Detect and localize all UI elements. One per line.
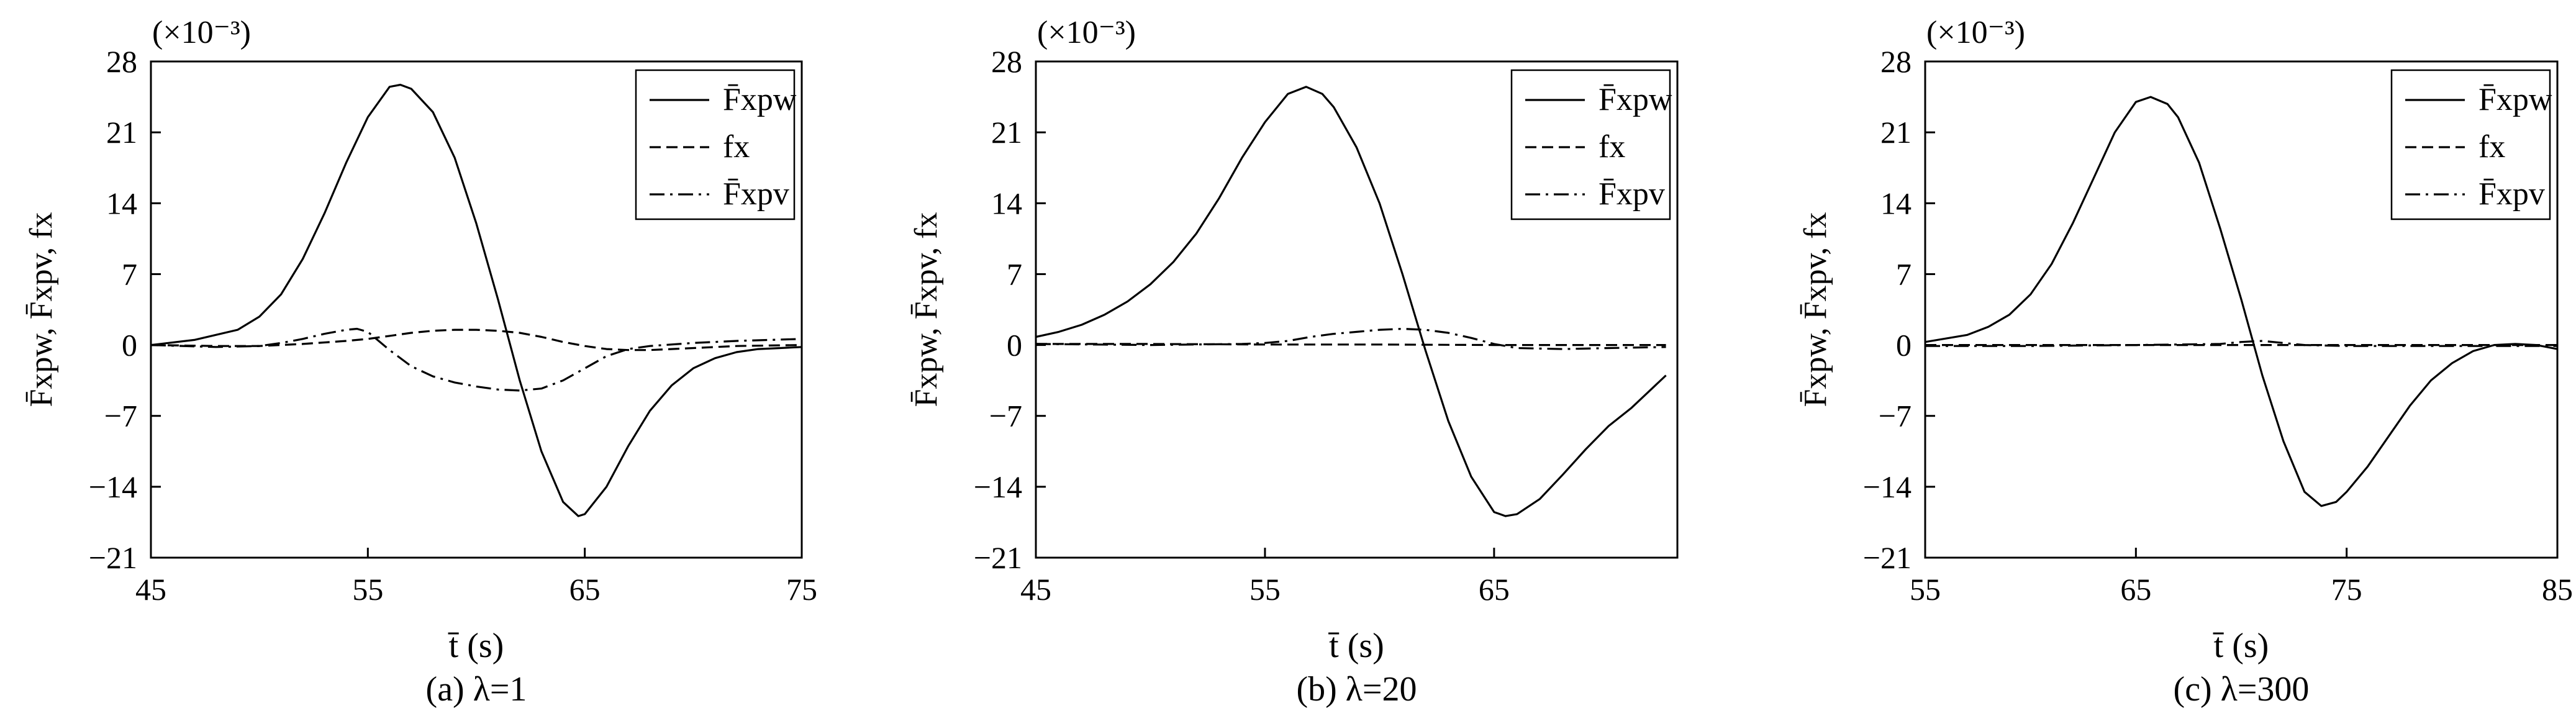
panel-caption: (a) λ=1 [426, 670, 527, 709]
y-tick-label: 14 [1880, 186, 1912, 220]
x-tick-label: 65 [1479, 572, 1510, 607]
plot-frame [1924, 60, 2559, 559]
legend: F̄xpw fx F̄xpv [635, 69, 797, 220]
x-tick-label: 45 [135, 572, 166, 607]
x-axis-label: t̄ (s) [2213, 627, 2269, 665]
legend-label-3: F̄xpv [2478, 176, 2545, 212]
y-tick-label: −7 [1879, 399, 1912, 433]
series-line-2 [151, 329, 802, 351]
y-axis-label: F̄xpw, F̄xpv, fx [24, 212, 59, 407]
y-tick-label: 21 [1880, 115, 1912, 150]
series-line-3 [1036, 327, 1666, 350]
series-line-2 [1036, 343, 1666, 347]
y-tick-label: −7 [104, 399, 137, 433]
legend-label-3: F̄xpv [1599, 176, 1665, 212]
legend-label-2: fx [723, 129, 750, 165]
legend-label-1: F̄xpw [723, 82, 797, 117]
legend-label-1: F̄xpw [2478, 82, 2552, 117]
y-tick-label: 7 [1007, 256, 1022, 291]
series-line-1 [1925, 96, 2557, 507]
y-tick-label: −14 [1863, 469, 1912, 504]
legend-label-2: fx [1599, 129, 1625, 165]
y-tick-label: 14 [991, 186, 1022, 220]
y-tick-label: −21 [89, 540, 137, 575]
y-tick-label: −14 [974, 469, 1022, 504]
y-tick-label: 0 [122, 328, 137, 363]
legend: F̄xpw fx F̄xpv [1510, 69, 1672, 220]
x-tick-label: 55 [1910, 572, 1941, 607]
y-tick-label: 21 [106, 115, 137, 150]
x-tick-label: 55 [1249, 572, 1281, 607]
series-line-3 [1925, 340, 2557, 347]
y-axis-label: F̄xpw, F̄xpv, fx [909, 212, 944, 407]
x-axis-label: t̄ (s) [448, 627, 504, 665]
x-tick-label: 65 [2120, 572, 2151, 607]
x-tick-label: 75 [786, 572, 817, 607]
y-exponent-label: (×10⁻³) [1037, 15, 1136, 50]
y-tick-label: 21 [991, 115, 1022, 150]
x-tick-label: 55 [352, 572, 383, 607]
y-axis-label: F̄xpw, F̄xpv, fx [1798, 212, 1833, 407]
series-line-1 [1036, 86, 1667, 517]
x-tick-label: 85 [2542, 572, 2573, 607]
series-line-3 [151, 327, 802, 392]
panel-caption: (b) λ=20 [1296, 670, 1417, 709]
y-tick-label: −7 [989, 399, 1022, 433]
x-tick-label: 75 [2331, 572, 2362, 607]
y-exponent-label: (×10⁻³) [1926, 15, 2025, 50]
y-tick-label: 0 [1007, 328, 1022, 363]
x-tick-label: 65 [569, 572, 601, 607]
series-line-1 [151, 83, 802, 517]
panel-caption: (c) λ=300 [2174, 670, 2310, 709]
y-exponent-label: (×10⁻³) [152, 15, 251, 50]
plot-frame [1035, 60, 1679, 559]
y-tick-label: −14 [89, 469, 137, 504]
legend-label-2: fx [2478, 129, 2505, 165]
legend-label-1: F̄xpw [1599, 82, 1672, 117]
x-tick-label: 45 [1020, 572, 1051, 607]
plot-frame [150, 60, 803, 559]
y-tick-label: 28 [1880, 44, 1912, 79]
x-axis-label: t̄ (s) [1328, 627, 1384, 665]
legend: F̄xpw fx F̄xpv [2390, 69, 2552, 220]
y-tick-label: −21 [1863, 540, 1912, 575]
y-tick-label: 7 [1896, 256, 1912, 291]
legend-label-3: F̄xpv [723, 176, 789, 212]
y-tick-label: −21 [974, 540, 1022, 575]
y-tick-label: 28 [106, 44, 137, 79]
y-tick-label: 28 [991, 44, 1022, 79]
y-tick-label: 14 [106, 186, 137, 220]
y-tick-label: 0 [1896, 328, 1912, 363]
y-tick-label: 7 [122, 256, 137, 291]
